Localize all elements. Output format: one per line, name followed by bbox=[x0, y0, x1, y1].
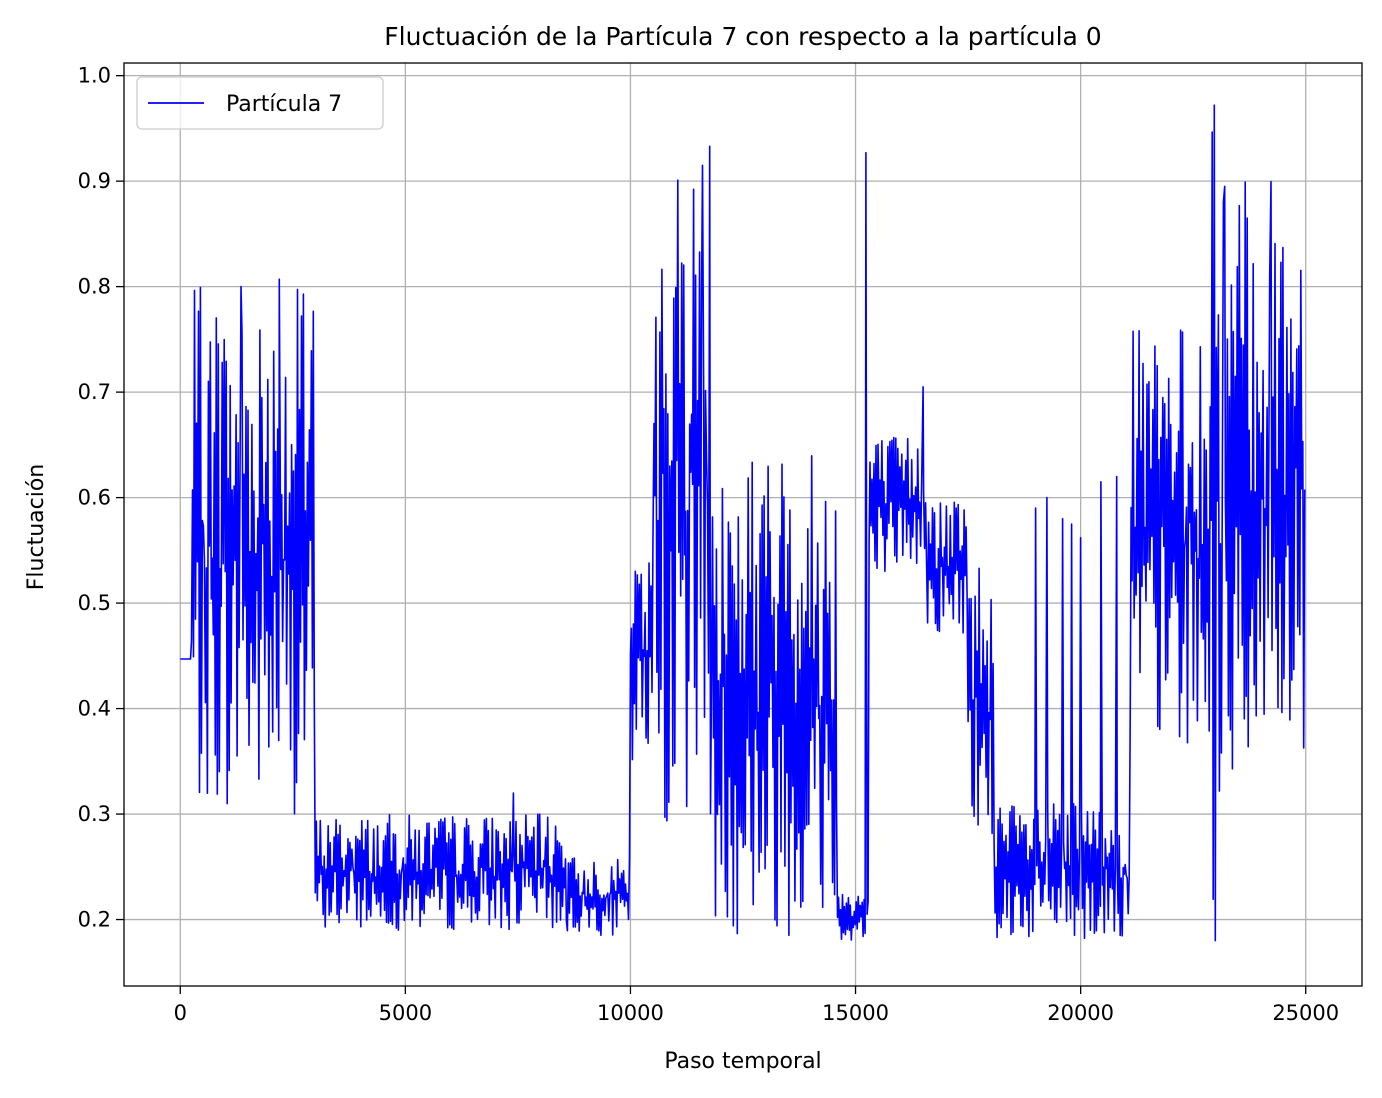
legend-label: Partícula 7 bbox=[226, 92, 342, 117]
y-tick-label: 0.9 bbox=[78, 169, 111, 193]
y-tick-label: 0.7 bbox=[78, 380, 111, 404]
y-tick-label: 0.4 bbox=[78, 697, 111, 721]
plot-frame bbox=[123, 62, 1363, 987]
y-tick-label: 1.0 bbox=[78, 64, 111, 88]
y-axis-label: Fluctuación bbox=[24, 464, 49, 590]
y-tick-label: 0.8 bbox=[78, 275, 111, 299]
x-tick-label: 20000 bbox=[1047, 1001, 1114, 1025]
legend: Partícula 7 bbox=[136, 76, 384, 130]
chart-title: Fluctuación de la Partícula 7 con respec… bbox=[384, 22, 1101, 51]
x-tick-label: 15000 bbox=[822, 1001, 889, 1025]
y-tick-label: 0.6 bbox=[78, 486, 111, 510]
grid bbox=[124, 63, 1362, 986]
legend-box bbox=[136, 76, 384, 130]
x-tick-label: 5000 bbox=[379, 1001, 432, 1025]
x-tick-label: 25000 bbox=[1272, 1001, 1339, 1025]
series-layer bbox=[180, 104, 1306, 942]
x-tick-label: 10000 bbox=[597, 1001, 664, 1025]
series-line-particula-7 bbox=[180, 104, 1306, 942]
y-tick-label: 0.5 bbox=[78, 591, 111, 615]
y-tick-label: 0.2 bbox=[78, 908, 111, 932]
y-axis-ticks: 0.2 0.3 0.4 0.5 0.6 0.7 0.8 0.9 1.0 bbox=[78, 64, 124, 932]
x-axis-ticks: 0 5000 10000 15000 20000 25000 bbox=[174, 986, 1339, 1025]
x-axis-label: Paso temporal bbox=[664, 1049, 821, 1074]
x-tick-label: 0 bbox=[174, 1001, 187, 1025]
y-tick-label: 0.3 bbox=[78, 802, 111, 826]
